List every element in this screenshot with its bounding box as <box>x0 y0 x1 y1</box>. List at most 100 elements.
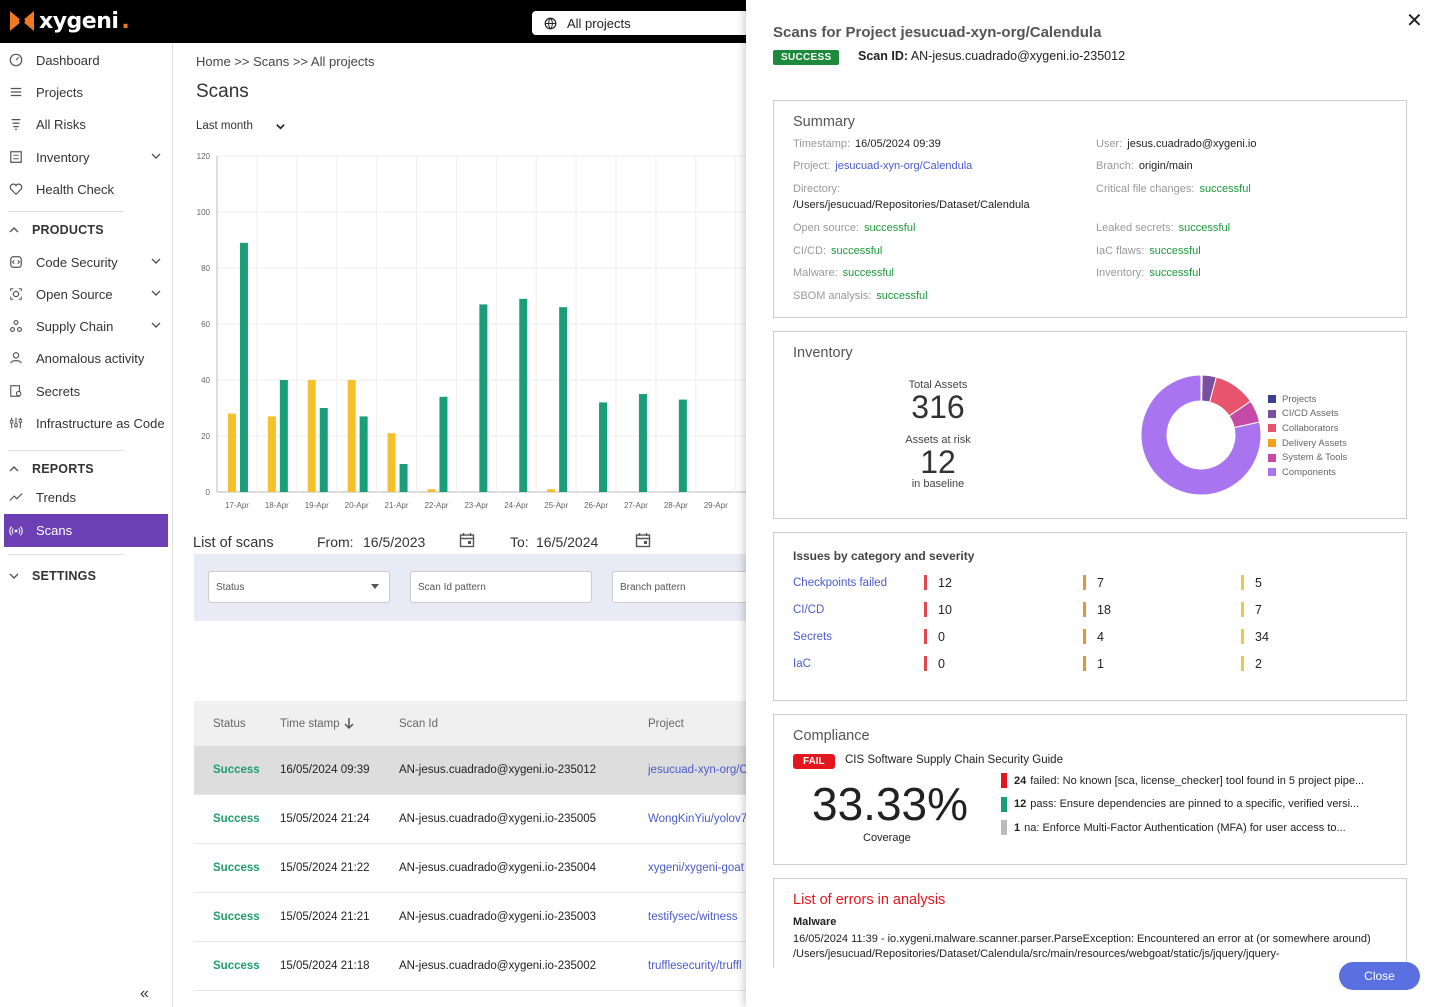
scan-id-pattern-input[interactable]: Scan Id pattern <box>410 571 592 603</box>
compliance-check-count: 1 <box>1014 821 1021 834</box>
timestamp-column-header[interactable]: Time stamp <box>280 718 354 730</box>
issue-category-link[interactable]: Checkpoints failed <box>793 577 887 589</box>
settings-section-header[interactable]: SETTINGS <box>8 569 96 583</box>
issue-count[interactable]: 7 <box>1241 602 1262 617</box>
table-row[interactable]: Success 15/05/2024 21:21 AN-jesus.cuadrado… <box>194 893 747 942</box>
donut-slice[interactable] <box>1140 374 1262 496</box>
table-row[interactable]: Success 15/05/2024 21:24 AN-jesus.cuadrado… <box>194 795 747 844</box>
bar[interactable] <box>479 304 488 492</box>
bar[interactable] <box>547 489 556 492</box>
sidebar-item-code-security[interactable]: Code Security <box>4 246 168 278</box>
cell-project[interactable]: jesucuad-xyn-org/C <box>648 764 748 776</box>
sidebar-item-dashboard[interactable]: Dashboard <box>4 44 168 76</box>
close-button[interactable]: Close <box>1339 962 1420 990</box>
issue-category-link[interactable]: CI/CD <box>793 604 825 616</box>
x-tick-label: 29-Apr <box>704 501 728 510</box>
x-tick-label: 28-Apr <box>664 501 688 510</box>
issue-count[interactable]: 2 <box>1241 656 1262 671</box>
bar[interactable] <box>347 380 356 492</box>
bar[interactable] <box>519 298 528 492</box>
sidebar-item-all-risks[interactable]: All Risks <box>4 108 168 140</box>
project-column-header[interactable]: Project <box>648 717 684 730</box>
scan-id-column-header[interactable]: Scan Id <box>399 717 438 730</box>
chevron-up-icon <box>9 227 19 233</box>
status-column-header[interactable]: Status <box>213 717 246 730</box>
cell-project[interactable]: WongKinYiu/yolov7 <box>648 813 748 825</box>
bar[interactable] <box>439 396 448 492</box>
branch-pattern-input[interactable]: Branch pattern <box>612 571 752 603</box>
calendar-icon[interactable] <box>635 532 651 548</box>
to-date-input[interactable]: 16/5/2024 <box>536 534 599 550</box>
sidebar-item-inventory[interactable]: Inventory <box>4 141 168 173</box>
severity-marker <box>1083 575 1086 590</box>
bar[interactable] <box>279 380 288 492</box>
legend-item[interactable]: System & Tools <box>1268 450 1347 465</box>
sidebar-item-projects[interactable]: Projects <box>4 76 168 108</box>
legend-item[interactable]: Collaborators <box>1268 421 1347 436</box>
compliance-check-item[interactable]: 12 pass: Ensure dependencies are pinned t… <box>1001 796 1359 812</box>
legend-item[interactable]: Projects <box>1268 392 1347 407</box>
status-filter-select[interactable]: Status <box>208 571 390 603</box>
sidebar-item-supply-chain[interactable]: Supply Chain <box>4 310 168 342</box>
compliance-check-text: na: Enforce Multi-Factor Authentication … <box>1024 821 1346 834</box>
reports-section-header[interactable]: REPORTS <box>8 462 94 476</box>
summary-title: Summary <box>793 114 856 130</box>
bar[interactable] <box>678 399 687 492</box>
sidebar-item-trends[interactable]: Trends <box>4 481 168 513</box>
products-label: PRODUCTS <box>32 223 104 237</box>
issue-count[interactable]: 34 <box>1241 629 1269 644</box>
legend-item[interactable]: Delivery Assets <box>1268 436 1347 451</box>
bar[interactable] <box>239 242 248 492</box>
issue-count[interactable]: 18 <box>1083 602 1111 617</box>
bar[interactable] <box>319 408 328 492</box>
sidebar-item-scans[interactable]: Scans <box>4 514 168 547</box>
bar[interactable] <box>399 464 408 492</box>
table-row[interactable]: Success 15/05/2024 21:18 AN-jesus.cuadrado… <box>194 942 747 991</box>
compliance-check-item[interactable]: 1 na: Enforce Multi-Factor Authentication… <box>1001 820 1346 835</box>
bar[interactable] <box>359 416 368 492</box>
status-filter-label: Status <box>216 581 245 593</box>
sidebar-item-anomalous-activity[interactable]: Anomalous activity <box>4 342 168 374</box>
bar[interactable] <box>599 402 608 492</box>
bar[interactable] <box>227 413 236 492</box>
bar[interactable] <box>559 307 568 492</box>
range-select[interactable]: Last month <box>196 120 286 132</box>
cell-project[interactable]: xygeni/xygeni-goat <box>648 862 744 874</box>
issue-count[interactable]: 4 <box>1083 629 1104 644</box>
sidebar-item-secrets[interactable]: Secrets <box>4 375 168 407</box>
issue-count[interactable]: 12 <box>924 575 952 590</box>
project-link[interactable]: jesucuad-xyn-org/Calendula <box>835 160 973 172</box>
project-selector[interactable]: All projects <box>532 11 772 35</box>
summary-card: Summary Timestamp: 16/05/2024 09:39 User:… <box>773 100 1407 318</box>
issue-category-link[interactable]: IaC <box>793 658 811 670</box>
issue-count[interactable]: 1 <box>1083 656 1104 671</box>
cell-timestamp: 15/05/2024 21:18 <box>280 960 370 972</box>
issue-category-link[interactable]: Secrets <box>793 631 832 643</box>
sidebar-item-open-source[interactable]: Open Source <box>4 278 168 310</box>
sidebar-item-health-check[interactable]: Health Check <box>4 173 168 205</box>
issue-count[interactable]: 10 <box>924 602 952 617</box>
sidebar-item-infrastructure-as-code[interactable]: Infrastructure as Code <box>4 407 168 439</box>
bar[interactable] <box>267 416 276 492</box>
issue-count[interactable]: 0 <box>924 656 945 671</box>
bar[interactable] <box>387 433 396 492</box>
cell-project[interactable]: trufflesecurity/truffl <box>648 960 742 972</box>
table-row[interactable]: Success 16/05/2024 09:39 AN-jesus.cuadrado… <box>194 746 748 795</box>
bar[interactable] <box>307 380 316 492</box>
from-date-input[interactable]: 16/5/2023 <box>363 534 426 550</box>
compliance-check-item[interactable]: 24 failed: No known [sca, license_checker… <box>1001 773 1364 788</box>
bar[interactable] <box>638 394 647 492</box>
cell-project[interactable]: testifysec/witness <box>648 911 738 923</box>
calendar-icon[interactable] <box>459 532 475 548</box>
bar[interactable] <box>427 489 436 492</box>
close-icon[interactable]: ✕ <box>1406 10 1423 32</box>
collapse-sidebar-icon[interactable]: « <box>140 985 149 1002</box>
issue-count[interactable]: 5 <box>1241 575 1262 590</box>
issue-count[interactable]: 0 <box>924 629 945 644</box>
logo[interactable]: xygeni. <box>8 7 130 35</box>
issue-count[interactable]: 7 <box>1083 575 1104 590</box>
legend-item[interactable]: Components <box>1268 465 1347 480</box>
table-row[interactable]: Success 15/05/2024 21:22 AN-jesus.cuadrado… <box>194 844 747 893</box>
legend-item[interactable]: CI/CD Assets <box>1268 407 1347 422</box>
products-section-header[interactable]: PRODUCTS <box>8 223 104 237</box>
